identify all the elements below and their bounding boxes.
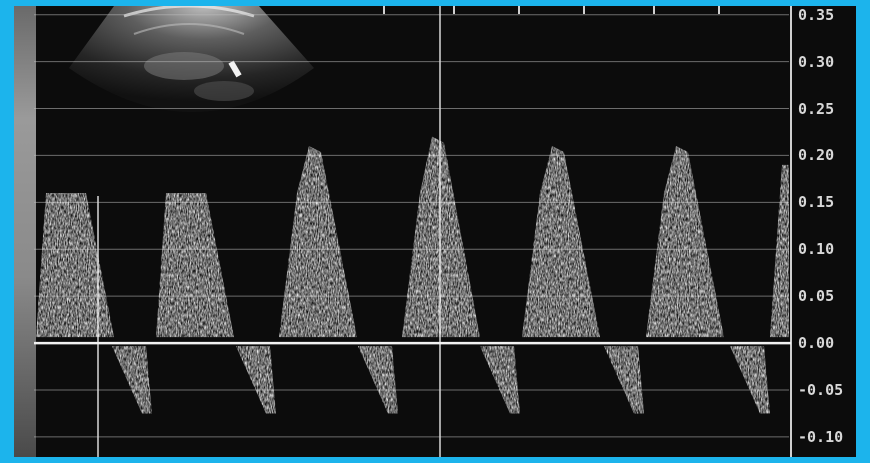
velocity-scale-label: 0.35 bbox=[798, 6, 835, 24]
reverse-flow-envelope bbox=[112, 346, 152, 414]
velocity-scale-label: -0.10 bbox=[798, 427, 844, 446]
reverse-flow-envelope bbox=[358, 346, 398, 414]
velocity-scale-label: 0.20 bbox=[798, 146, 835, 165]
forward-flow-envelope bbox=[402, 136, 480, 338]
forward-flow-envelope bbox=[770, 164, 789, 338]
velocity-scale-label: 0.00 bbox=[798, 334, 835, 353]
ultrasound-sector-thumbnail bbox=[69, 6, 314, 112]
velocity-scale-label: -0.05 bbox=[798, 381, 844, 399]
flow-envelopes bbox=[36, 136, 789, 414]
forward-flow-envelope bbox=[646, 146, 724, 338]
velocity-scale-label: 0.15 bbox=[798, 193, 835, 212]
velocity-scale-label: 0.30 bbox=[798, 52, 835, 71]
reverse-flow-envelope bbox=[604, 346, 644, 414]
doppler-display: 0.35 0.30 0.25 0.20 0.15 0.10 0.05 0.00 -0.05 -0.… bbox=[14, 6, 856, 457]
velocity-scale-label: 0.25 bbox=[798, 99, 835, 118]
velocity-scale-label: 0.10 bbox=[798, 240, 835, 259]
reverse-flow-envelope bbox=[236, 346, 276, 414]
reverse-flow-envelope bbox=[480, 346, 520, 414]
forward-flow-envelope bbox=[156, 192, 234, 338]
forward-flow-envelope bbox=[522, 146, 600, 338]
grayscale-bar bbox=[14, 6, 36, 457]
reverse-flow-envelope bbox=[730, 346, 770, 414]
forward-flow-envelope bbox=[279, 146, 357, 338]
spectral-doppler-waveform bbox=[34, 6, 792, 457]
velocity-scale-label: 0.05 bbox=[798, 287, 835, 306]
forward-flow-envelope bbox=[36, 192, 114, 338]
